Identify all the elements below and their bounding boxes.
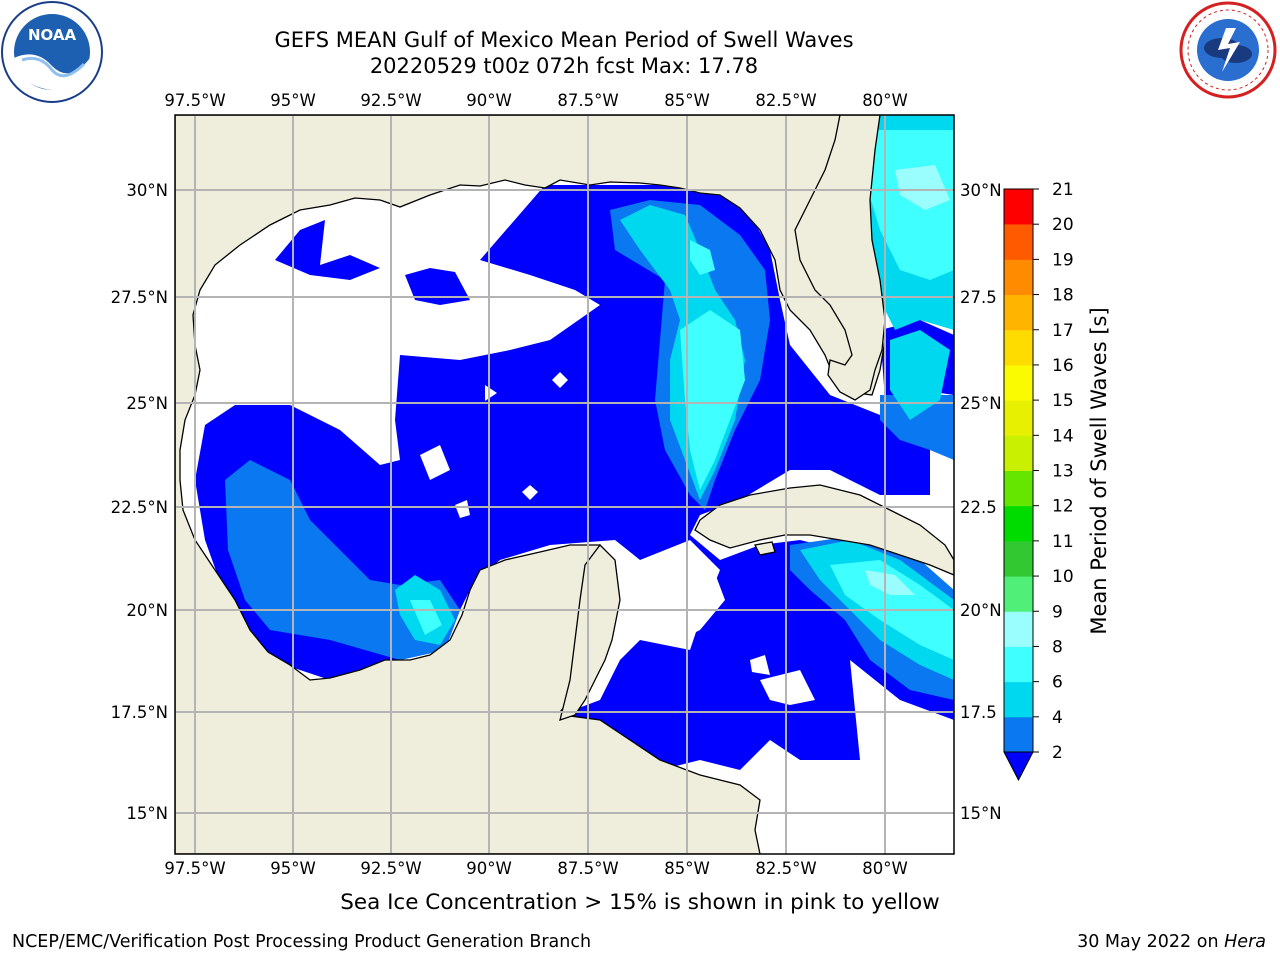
lon-label: 80°W — [862, 859, 908, 878]
colorbar-under-triangle — [1003, 751, 1034, 782]
lon-label: 87.5°W — [557, 91, 618, 110]
land-florida — [794, 115, 886, 401]
lon-label: 87.5°W — [557, 859, 618, 878]
no-data-hole — [325, 372, 815, 705]
colorbar-segment — [1004, 189, 1033, 225]
lat-label: 25°N — [126, 394, 168, 413]
colorbar-tick-label: 2 — [1052, 743, 1063, 763]
lon-label: 95°W — [270, 91, 316, 110]
lon-label: 85°W — [664, 859, 710, 878]
colorbar-segment — [1004, 646, 1033, 683]
lon-label: 92.5°W — [360, 91, 421, 110]
colorbar-segment — [1004, 224, 1033, 260]
colorbar-segment — [1004, 505, 1033, 542]
lon-label: 92.5°W — [360, 859, 421, 878]
colorbar-segment — [1004, 681, 1033, 718]
lat-label: 20°N — [960, 601, 1002, 620]
lon-label: 97.5°W — [164, 91, 225, 110]
colorbar-tick-label: 19 — [1052, 250, 1074, 270]
graticule — [175, 115, 954, 854]
land-central-america — [559, 544, 621, 721]
lon-label: 80°W — [862, 91, 908, 110]
lat-label: 17.5°N — [111, 703, 168, 722]
lat-labels-left: 30°N 27.5°N 25°N 22.5°N 20°N 17.5°N 15°N — [111, 181, 168, 823]
colorbar-tick-label: 21 — [1052, 180, 1074, 200]
colorbar-ticks: 2 4 6 8 9 10 11 12 13 14 15 16 17 18 19 20 21 — [1033, 180, 1074, 763]
lat-label: 30°N — [960, 181, 1002, 200]
colorbar-tick-label: 8 — [1052, 637, 1063, 657]
colorbar-segment — [1004, 435, 1033, 471]
colorbar-tick-label: 10 — [1052, 567, 1074, 587]
colorbar — [1003, 188, 1034, 782]
colorbar-tick-label: 16 — [1052, 356, 1074, 376]
period-region-2-4-atlantic-coast — [880, 395, 954, 460]
lat-label: 22.5 — [960, 498, 997, 517]
lat-label: 25°N — [960, 394, 1002, 413]
colorbar-tick-label: 18 — [1052, 286, 1074, 306]
lat-label: 22.5°N — [111, 498, 168, 517]
period-region-6-8-loop — [680, 240, 745, 490]
colorbar-tick-label: 15 — [1052, 391, 1074, 411]
lon-label: 82.5°W — [755, 91, 816, 110]
swell-period-field — [175, 115, 954, 854]
colorbar-segment — [1004, 329, 1033, 366]
footer-date: 30 May 2022 on Hera — [1077, 932, 1266, 952]
colorbar-tick-label: 4 — [1052, 708, 1063, 728]
lon-label: 95°W — [270, 859, 316, 878]
sea-ice-note: Sea Ice Concentration > 15% is shown in … — [340, 890, 940, 915]
lon-label: 82.5°W — [755, 859, 816, 878]
colorbar-tick-label: 9 — [1052, 602, 1063, 622]
lon-labels-top: 97.5°W 95°W 92.5°W 90°W 87.5°W 85°W 82.5… — [164, 91, 907, 110]
map-frame — [174, 114, 955, 855]
period-region-8-9-caribbean — [865, 570, 915, 595]
period-region-8-9-atlantic — [895, 165, 950, 210]
colorbar-tick-label: 6 — [1052, 673, 1063, 693]
colorbar-tick-label: 13 — [1052, 462, 1074, 482]
lon-label: 97.5°W — [164, 859, 225, 878]
colorbar-label: Mean Period of Swell Waves [s] — [1087, 307, 1111, 634]
period-region-lt2-north — [275, 220, 380, 280]
svg-text:NOAA: NOAA — [28, 26, 77, 44]
footer-producer: NCEP/EMC/Verification Post Processing Pr… — [12, 932, 592, 952]
lat-label: 30°N — [126, 181, 168, 200]
lat-label: 15°N — [126, 804, 168, 823]
colorbar-tick-label: 17 — [1052, 321, 1074, 341]
colorbar-tick-label: 12 — [1052, 497, 1074, 517]
chart-subtitle-run: 20220529 t00z 072h fcst Max: 17.78 — [369, 54, 759, 78]
land-isla-juventud — [754, 541, 776, 556]
colorbar-tick-label: 14 — [1052, 426, 1074, 446]
period-region-6-8-west — [410, 600, 442, 635]
period-region-4-6-atlantic-lower — [890, 330, 950, 420]
colorbar-tick-label: 11 — [1052, 532, 1074, 552]
chart-title: GEFS MEAN Gulf of Mexico Mean Period of … — [274, 28, 854, 52]
map-area — [175, 115, 954, 854]
lat-label: 15°N — [960, 804, 1002, 823]
colorbar-segment — [1004, 576, 1033, 612]
colorbar-segment — [1004, 470, 1033, 507]
lon-label: 90°W — [466, 859, 512, 878]
lat-label: 17.5 — [960, 703, 997, 722]
colorbar-segment — [1004, 364, 1033, 401]
lat-label: 27.5°N — [111, 288, 168, 307]
colorbar-segment — [1004, 716, 1033, 753]
colorbar-segment — [1004, 294, 1033, 331]
lon-labels-bottom: 97.5°W 95°W 92.5°W 90°W 87.5°W 85°W 82.5… — [164, 859, 907, 878]
nws-logo — [1179, 1, 1277, 99]
period-region-lt2-central-north — [405, 268, 470, 305]
colorbar-segment — [1004, 400, 1033, 436]
colorbar-segment — [1004, 259, 1033, 296]
lon-label: 85°W — [664, 91, 710, 110]
lat-label: 20°N — [126, 601, 168, 620]
noaa-logo: NOAA — [1, 1, 103, 103]
lon-label: 90°W — [466, 91, 512, 110]
lat-label: 27.5 — [960, 288, 997, 307]
colorbar-segment — [1004, 611, 1033, 647]
lat-labels-right: 30°N 27.5 25°N 22.5 20°N 17.5 15°N — [960, 181, 1002, 823]
colorbar-segment — [1004, 540, 1033, 577]
colorbar-tick-label: 20 — [1052, 215, 1074, 235]
